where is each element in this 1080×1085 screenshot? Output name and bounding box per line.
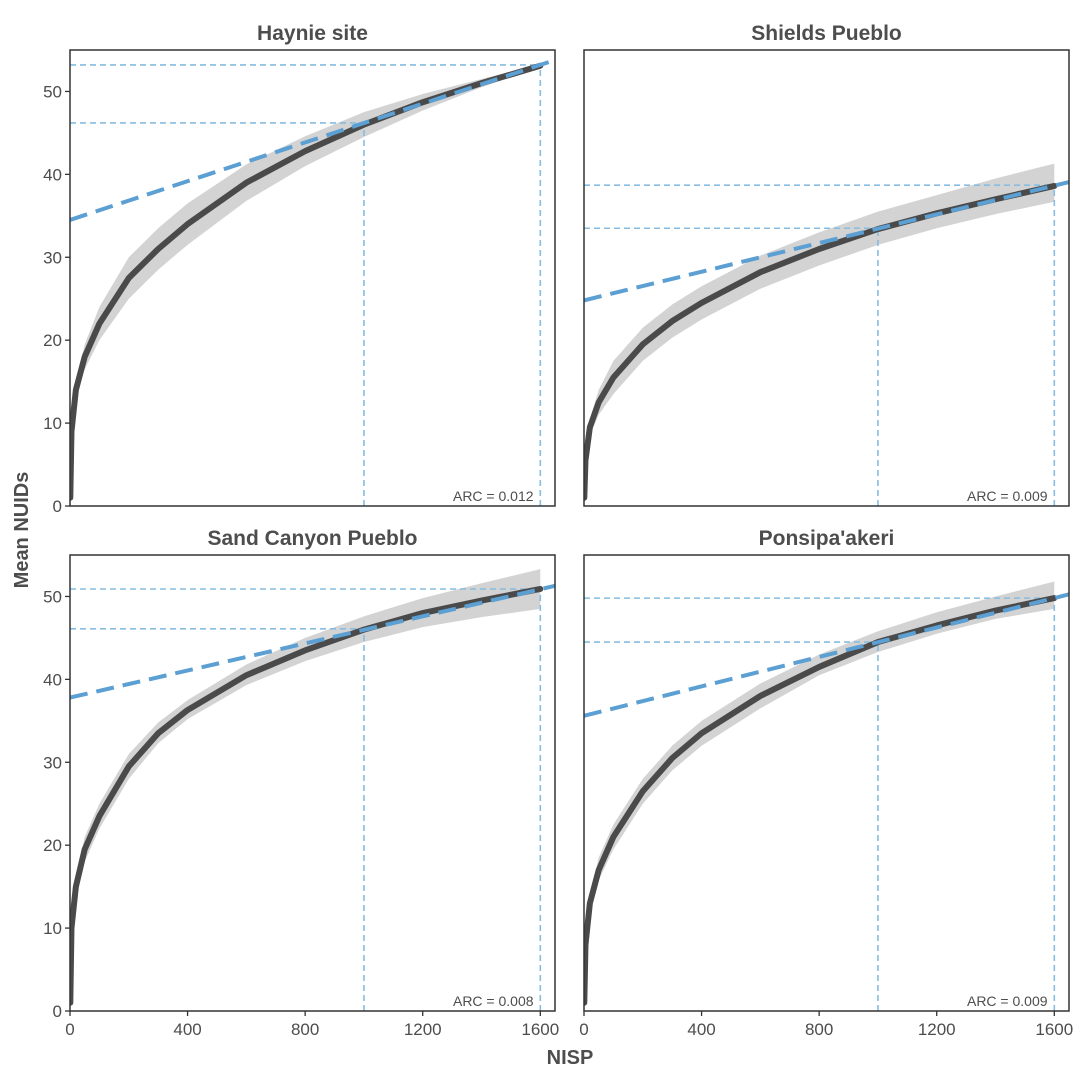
tangent-line [70,58,555,222]
panel-plot-area [584,581,1069,1011]
x-tick-label: 1200 [918,1020,956,1039]
confidence-band [584,581,1055,1003]
x-tick-label: 1600 [521,1020,559,1039]
panel-3: Sand Canyon Pueblo ARC = 0.008 0 10 20 30 40 50… [43,527,559,1039]
panel-title: Shields Pueblo [751,22,902,45]
x-tick-label: 0 [65,1020,74,1039]
arc-annotation: ARC = 0.012 [453,488,534,504]
x-tick-label: 800 [805,1020,833,1039]
x-tick-label: 1600 [1035,1020,1073,1039]
x-tick-label: 1200 [404,1020,442,1039]
y-tick-label: 50 [43,82,62,101]
y-tick-label: 0 [53,497,62,516]
panel-title: Haynie site [257,22,368,45]
x-axis-title: NISP [547,1047,594,1069]
panel-2: Shields Pueblo ARC = 0.009 [583,22,1070,507]
arc-annotation: ARC = 0.008 [453,993,534,1009]
panel-plot-area [70,58,555,506]
x-tick-label: 800 [291,1020,319,1039]
y-tick-label: 10 [43,919,62,938]
y-axis-title: Mean NUIDs [11,472,33,589]
y-tick-label: 40 [43,165,62,184]
x-tick-label: 400 [173,1020,201,1039]
y-tick-label: 30 [43,753,62,772]
panel-title: Sand Canyon Pueblo [207,527,417,550]
rarefaction-curve [70,585,544,1006]
tangent-line [584,592,1069,718]
panel-title: Ponsipa'akeri [759,527,895,550]
arc-annotation: ARC = 0.009 [967,488,1048,504]
x-tick-label: 400 [687,1020,715,1039]
tangent-line [584,180,1069,303]
confidence-band [70,569,541,1003]
arc-annotation: ARC = 0.009 [967,993,1048,1009]
panel-plot-area [70,569,555,1011]
panel-plot-area [584,163,1069,506]
panel-frame [583,554,1070,1012]
panel-1: Haynie site ARC = 0.012 0 10 20 30 40 50 [43,22,556,516]
confidence-band [70,64,541,498]
tangent-line [70,583,555,700]
y-tick-label: 30 [43,248,62,267]
y-tick-label: 50 [43,587,62,606]
panel-frame [583,49,1070,507]
y-tick-label: 10 [43,414,62,433]
y-tick-label: 20 [43,331,62,350]
x-tick-label: 0 [579,1020,588,1039]
confidence-band [584,163,1055,498]
panel-frame [69,554,556,1012]
y-tick-label: 0 [53,1002,62,1021]
y-tick-label: 40 [43,670,62,689]
panel-4: Ponsipa'akeri ARC = 0.009 0 400 800 1200 1600 [579,527,1073,1039]
panel-frame [69,49,556,507]
y-tick-label: 20 [43,836,62,855]
